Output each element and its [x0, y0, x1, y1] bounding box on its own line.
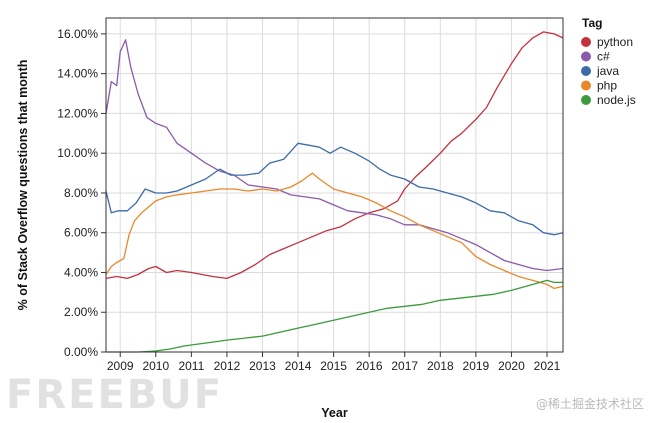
legend-label: c# — [597, 50, 610, 64]
y-tick-label: 12.00% — [57, 106, 98, 120]
x-axis-title: Year — [321, 406, 348, 420]
x-tick-label: 2017 — [391, 359, 418, 373]
legend-label: php — [597, 79, 617, 93]
x-tick-label: 2016 — [356, 359, 383, 373]
y-tick-label: 6.00% — [64, 226, 98, 240]
y-tick-label: 8.00% — [64, 186, 98, 200]
x-tick-label: 2015 — [320, 359, 347, 373]
grid — [106, 18, 563, 353]
legend-marker — [581, 95, 591, 105]
x-tick-label: 2012 — [214, 359, 241, 373]
legend-marker — [581, 37, 591, 47]
y-tick-label: 16.00% — [57, 27, 98, 41]
series-line-python — [105, 31, 564, 280]
series-line-php — [105, 172, 564, 290]
x-tick-label: 2018 — [427, 359, 454, 373]
series-lines — [105, 31, 564, 353]
watermark: FREEBUF — [6, 372, 224, 418]
legend-label: python — [597, 35, 633, 49]
x-tick-label: 2011 — [178, 359, 204, 373]
y-tick-label: 0.00% — [64, 345, 98, 359]
x-tick-label: 2009 — [107, 359, 134, 373]
legend-marker — [581, 66, 591, 76]
legend-marker — [581, 80, 591, 91]
series-line-c — [105, 39, 564, 272]
legend-label: node.js — [597, 93, 636, 107]
legend-marker — [581, 51, 591, 62]
legend-label: java — [596, 64, 619, 78]
series-line-nodejs — [106, 279, 563, 353]
x-tick-label: 2010 — [142, 359, 169, 373]
y-tick-label: 14.00% — [57, 67, 98, 81]
y-tick-label: 4.00% — [64, 265, 98, 279]
y-axis-title: % of Stack Overflow questions that month — [16, 60, 30, 311]
x-tick-label: 2013 — [249, 359, 276, 373]
x-tick-label: 2020 — [498, 359, 525, 373]
axes: 0.00% 2.00% 4.00% 6.00% 8.00% 10.00% 12.00% 14.… — [57, 27, 560, 373]
plot-frame — [105, 17, 564, 353]
y-tick-label: 2.00% — [64, 305, 98, 319]
x-tick-label: 2021 — [534, 359, 561, 373]
source-credit: @稀土掘金技术社区 — [535, 397, 644, 411]
legend-title: Tag — [582, 16, 602, 30]
x-tick-label: 2019 — [463, 359, 490, 373]
y-tick-label: 10.00% — [57, 146, 98, 160]
series-line-java — [105, 142, 564, 236]
x-tick-label: 2014 — [285, 359, 312, 373]
